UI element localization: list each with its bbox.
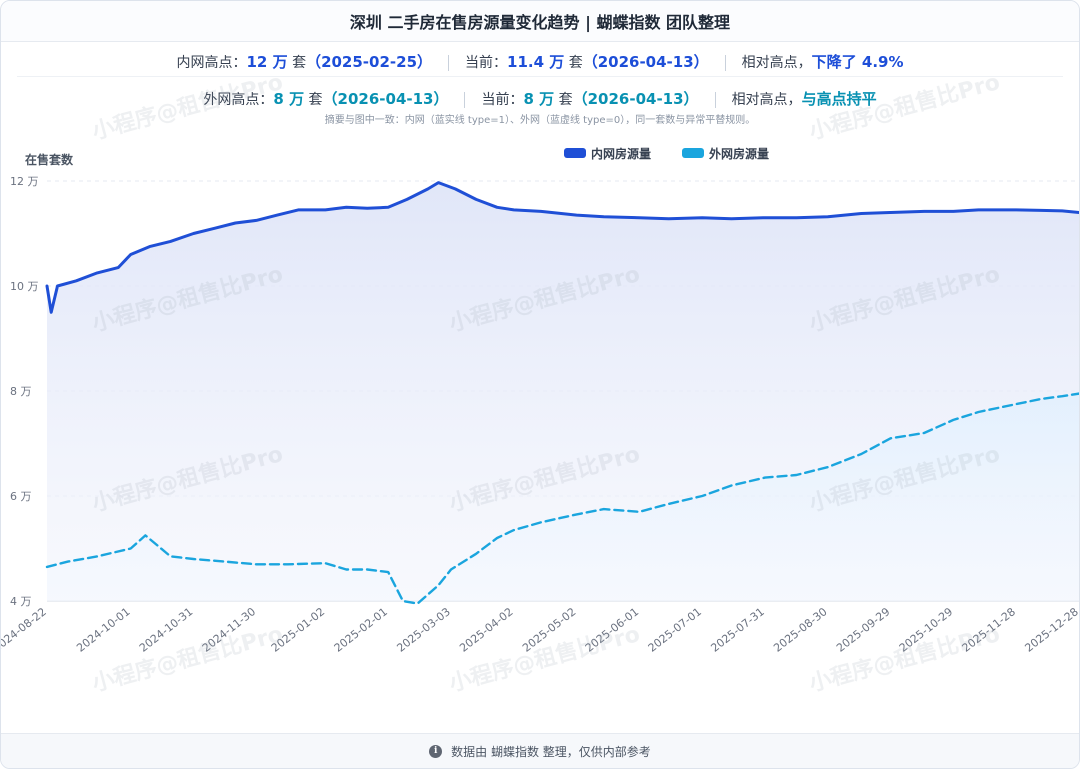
x-tick-label: 2025-10-29 xyxy=(897,605,955,655)
trend-chart: 在售套数 内网房源量 外网房源量 4 万 6 万 8 万 10 万 12 万 2024-08-2… xyxy=(1,146,1079,655)
x-tick-label: 2024-10-31 xyxy=(137,605,195,655)
chart-area: 在售套数 内网房源量 外网房源量 4 万 6 万 8 万 10 万 12 万 2024-08-2… xyxy=(1,141,1079,731)
outer-series-area xyxy=(47,393,1079,604)
divider xyxy=(714,92,716,108)
footer-note: i 数据由 蝴蝶指数 整理，仅供内部参考 xyxy=(1,733,1079,768)
x-tick-label: 2024-10-01 xyxy=(74,605,132,655)
legend-swatch xyxy=(564,148,586,158)
outer-relative: 相对高点，与高点持平 xyxy=(731,90,877,108)
x-tick-label: 2025-02-01 xyxy=(332,605,390,655)
divider xyxy=(724,55,726,71)
x-tick-label: 2025-12-28 xyxy=(1022,605,1079,655)
divider xyxy=(448,55,450,71)
info-icon: i xyxy=(429,745,443,758)
x-tick-label: 2025-01-02 xyxy=(269,605,327,655)
legend-label: 外网房源量 xyxy=(709,146,769,161)
inner-peak-value: 12 万 xyxy=(246,53,288,71)
x-tick-label: 2025-06-01 xyxy=(583,605,641,655)
y-tick-label: 6 万 xyxy=(10,490,32,503)
rule-note: 摘要与图中一致：内网（蓝实线 type=1）、外网（蓝虚线 type=0），同一… xyxy=(324,115,756,126)
inner-peak-date: （2025-02-25） xyxy=(306,53,433,71)
inner-summary-row: 内网高点：12 万 套（2025-02-25） 当前：11.4 万 套（2026… xyxy=(1,51,1079,72)
inner-relative: 相对高点，下降了 4.9% xyxy=(741,53,904,71)
x-tick-label: 2025-03-03 xyxy=(394,605,452,655)
page-title: 深圳 二手房在售房源量变化趋势 | 蝴蝶指数 团队整理 xyxy=(1,1,1079,42)
outer-peak-date: （2026-04-13） xyxy=(322,90,449,108)
x-tick-label: 2025-08-30 xyxy=(771,605,829,655)
legend-swatch xyxy=(682,148,704,158)
x-tick-label: 2025-04-02 xyxy=(457,605,515,655)
x-tick-label: 2025-09-29 xyxy=(834,605,892,655)
inner-current-date: （2026-04-13） xyxy=(582,53,709,71)
row-divider xyxy=(17,76,1063,77)
x-tick-label: 2025-07-01 xyxy=(646,605,704,655)
outer-peak-value: 8 万 xyxy=(273,90,305,108)
y-tick-label: 8 万 xyxy=(10,385,32,398)
inner-relative-value: 下降了 4.9% xyxy=(811,53,904,71)
x-tick-label: 2025-07-31 xyxy=(708,605,766,655)
inner-current: 当前：11.4 万 套（2026-04-13） xyxy=(465,53,709,71)
summary-panel: 内网高点：12 万 套（2025-02-25） 当前：11.4 万 套（2026… xyxy=(1,41,1079,131)
x-tick-label: 2025-05-02 xyxy=(520,605,578,655)
inner-peak: 内网高点：12 万 套（2025-02-25） xyxy=(176,53,433,71)
outer-peak: 外网高点：8 万 套（2026-04-13） xyxy=(203,90,449,108)
divider xyxy=(464,92,466,108)
y-tick-label: 4 万 xyxy=(10,595,32,608)
outer-relative-value: 与高点持平 xyxy=(801,90,877,108)
footer-text: 数据由 蝴蝶指数 整理，仅供内部参考 xyxy=(451,745,651,759)
outer-current-date: （2026-04-13） xyxy=(572,90,699,108)
y-axis-label: 在售套数 xyxy=(25,152,74,167)
y-tick-label: 12 万 xyxy=(10,175,39,188)
inner-current-value: 11.4 万 xyxy=(507,53,565,71)
y-tick-label: 10 万 xyxy=(10,280,39,293)
x-tick-label: 2024-11-30 xyxy=(200,605,258,655)
outer-current-value: 8 万 xyxy=(523,90,555,108)
x-tick-label: 2024-08-22 xyxy=(1,605,49,655)
outer-summary-row: 外网高点：8 万 套（2026-04-13） 当前：8 万 套（2026-04-… xyxy=(1,88,1079,109)
outer-current: 当前：8 万 套（2026-04-13） xyxy=(481,90,699,108)
x-tick-label: 2025-11-28 xyxy=(960,605,1018,655)
outer-series-line xyxy=(45,392,1079,605)
legend-label: 内网房源量 xyxy=(591,146,651,161)
